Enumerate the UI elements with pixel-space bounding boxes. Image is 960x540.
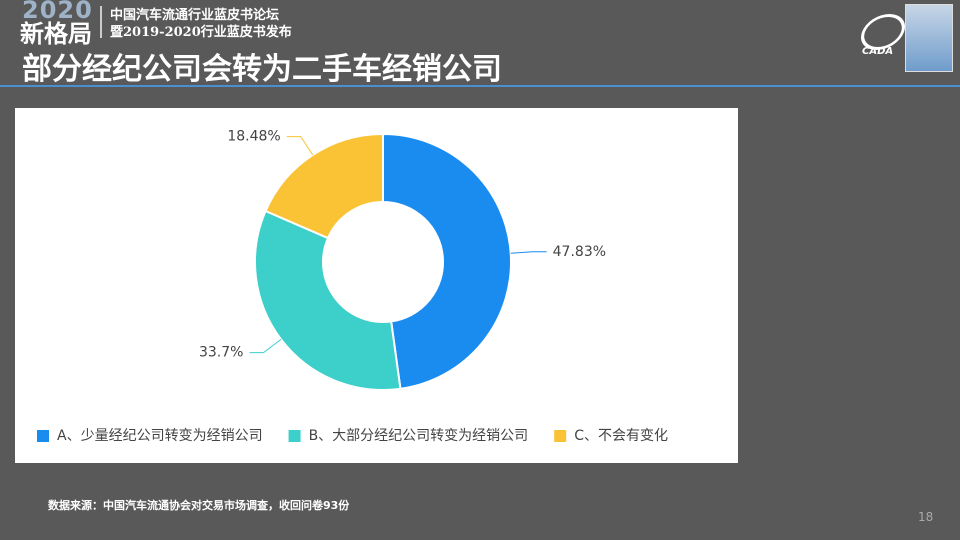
page-number: 18 xyxy=(918,510,934,524)
data-label: 47.83% xyxy=(553,244,606,260)
title-rule xyxy=(0,85,960,87)
slide-title: 部分经纪公司会转为二手车经销公司 xyxy=(22,52,502,87)
data-label: 18.48% xyxy=(227,129,280,145)
legend-label: A、少量经纪公司转变为经销公司 xyxy=(57,428,263,444)
source-note: 数据来源：中国汽车流通协会对交易市场调查，收回问卷93份 xyxy=(48,499,350,512)
chart: 47.83% 33.7% 18.48% A、少量经纪公司转变为经销公司 B、大部分经纪公… xyxy=(37,129,668,444)
logo-year: 2020 xyxy=(22,0,93,24)
org-logo xyxy=(855,14,911,50)
leader-line xyxy=(510,251,547,254)
legend-swatch xyxy=(37,430,49,442)
book-cover xyxy=(905,4,953,72)
legend-label: C、不会有变化 xyxy=(574,428,668,444)
data-label: 33.7% xyxy=(199,345,243,361)
leader-line xyxy=(249,338,282,354)
leader-line xyxy=(286,136,314,156)
forum-name: 中国汽车流通行业蓝皮书论坛 xyxy=(110,8,280,23)
donut-slice xyxy=(254,209,402,391)
chart-panel: 47.83% 33.7% 18.48% A、少量经纪公司转变为经销公司 B、大部分经纪公… xyxy=(15,108,738,463)
logo-word: 新格局 xyxy=(20,20,92,48)
forum-subtitle: 暨2019-2020行业蓝皮书发布 xyxy=(110,25,292,40)
legend-label: B、大部分经纪公司转变为经销公司 xyxy=(309,428,529,444)
divider xyxy=(100,6,102,38)
legend-swatch xyxy=(554,430,567,442)
donut-slice xyxy=(264,132,384,240)
org-logo-text: CADA xyxy=(862,46,894,57)
donut-slice xyxy=(382,132,512,390)
legend-swatch xyxy=(288,430,301,442)
